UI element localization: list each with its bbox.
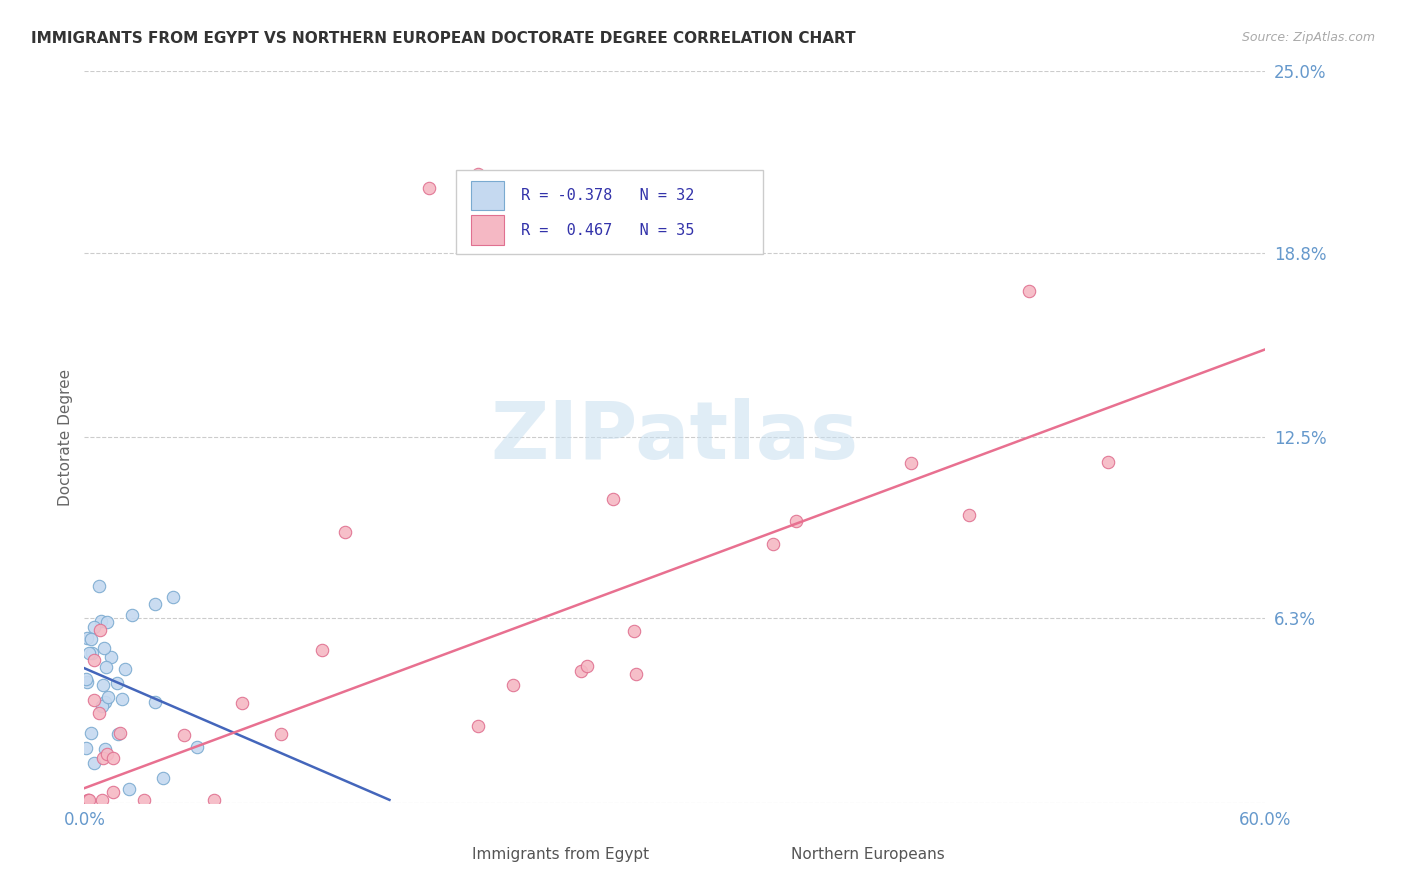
FancyBboxPatch shape <box>471 181 503 211</box>
Point <box>97 690 120 705</box>
Point <box>957 508 980 522</box>
Point <box>231 696 253 710</box>
Point <box>94 741 117 756</box>
Point <box>467 719 489 733</box>
Point <box>80 646 103 660</box>
Point <box>186 740 208 755</box>
Point <box>91 698 114 713</box>
Point <box>502 678 524 692</box>
Point <box>77 793 100 807</box>
Point <box>1018 284 1040 298</box>
Point <box>114 662 136 676</box>
Point <box>76 793 98 807</box>
Point <box>569 664 592 678</box>
Point <box>91 678 114 692</box>
Point <box>91 793 114 807</box>
Point <box>87 706 110 720</box>
Point <box>75 740 97 755</box>
Text: Source: ZipAtlas.com: Source: ZipAtlas.com <box>1241 31 1375 45</box>
Point <box>83 620 105 634</box>
Text: R = -0.378   N = 32: R = -0.378 N = 32 <box>522 188 695 203</box>
Point <box>418 181 440 195</box>
Point <box>89 623 111 637</box>
Point <box>575 658 598 673</box>
Point <box>202 793 225 807</box>
Point <box>121 608 143 623</box>
Point <box>77 646 100 660</box>
Point <box>96 615 118 630</box>
FancyBboxPatch shape <box>439 841 464 867</box>
Text: ZIPatlas: ZIPatlas <box>491 398 859 476</box>
Point <box>162 590 184 604</box>
Text: IMMIGRANTS FROM EGYPT VS NORTHERN EUROPEAN DOCTORATE DEGREE CORRELATION CHART: IMMIGRANTS FROM EGYPT VS NORTHERN EUROPE… <box>31 31 856 46</box>
Point <box>762 537 785 551</box>
Point <box>602 491 624 506</box>
Point <box>624 667 647 681</box>
Point <box>83 693 105 707</box>
Point <box>80 725 103 739</box>
Point <box>118 782 141 797</box>
Point <box>108 726 131 740</box>
Point <box>623 624 645 638</box>
Point <box>94 696 117 710</box>
Point <box>785 514 807 528</box>
Point <box>105 676 128 690</box>
Point <box>467 167 489 181</box>
FancyBboxPatch shape <box>471 216 503 244</box>
Text: Immigrants from Egypt: Immigrants from Egypt <box>472 847 648 862</box>
Point <box>143 695 166 709</box>
Point <box>93 640 115 655</box>
Y-axis label: Doctorate Degree: Doctorate Degree <box>58 368 73 506</box>
Point <box>270 726 292 740</box>
Point <box>152 771 174 785</box>
Point <box>76 632 98 646</box>
Point <box>96 747 118 761</box>
Point <box>77 793 100 807</box>
Point <box>101 750 124 764</box>
Point <box>311 643 333 657</box>
Point <box>100 649 122 664</box>
Point <box>75 672 97 686</box>
FancyBboxPatch shape <box>457 170 763 254</box>
Point <box>91 750 114 764</box>
Point <box>96 660 118 674</box>
Text: Northern Europeans: Northern Europeans <box>790 847 945 862</box>
Point <box>90 614 112 628</box>
Point <box>76 675 98 690</box>
Text: R =  0.467   N = 35: R = 0.467 N = 35 <box>522 223 695 237</box>
Point <box>83 653 105 667</box>
Point <box>80 632 103 646</box>
Point <box>143 598 166 612</box>
Point <box>107 727 129 741</box>
Point <box>900 456 922 470</box>
FancyBboxPatch shape <box>758 841 783 867</box>
Point <box>132 793 155 807</box>
Point <box>333 524 356 539</box>
Point <box>83 756 105 771</box>
Point <box>1097 455 1119 469</box>
Point <box>173 728 195 742</box>
Point <box>87 579 110 593</box>
Point <box>111 691 134 706</box>
Point <box>101 785 124 799</box>
